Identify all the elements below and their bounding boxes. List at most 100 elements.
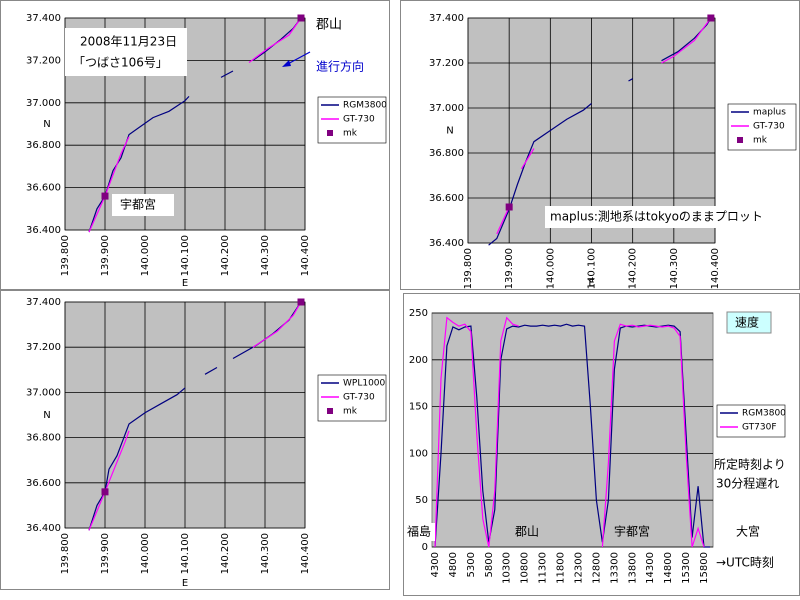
x-tick-label: 140.200 bbox=[220, 533, 231, 574]
y-tick-label: 37.000 bbox=[429, 103, 464, 114]
y-tick-label: 37.200 bbox=[26, 55, 61, 66]
y-tick-label: 200 bbox=[409, 355, 428, 366]
y-tick-label: 36.800 bbox=[26, 433, 61, 444]
x-tick-label: 4800 bbox=[448, 552, 459, 577]
legend-marker bbox=[737, 137, 743, 143]
x-tick-label: 140.400 bbox=[710, 248, 721, 289]
x-tick-label: 140.300 bbox=[669, 248, 680, 289]
y-tick-label: 150 bbox=[409, 402, 428, 413]
legend-label: mk bbox=[753, 136, 768, 146]
arrow-head bbox=[282, 60, 291, 67]
marker bbox=[297, 298, 305, 306]
y-tick-label: 36.400 bbox=[26, 523, 61, 534]
y-tick-label: 37.400 bbox=[429, 13, 464, 24]
annotation: 郡山 bbox=[515, 525, 539, 539]
x-tick-label: 140.300 bbox=[260, 235, 271, 276]
annotation: 所定時刻より bbox=[714, 457, 786, 472]
annotation: 郡山 bbox=[316, 18, 342, 33]
y-tick-label: 36.400 bbox=[26, 225, 61, 236]
note-box bbox=[545, 206, 767, 228]
x-axis-label: E bbox=[182, 578, 188, 589]
series-line bbox=[88, 301, 302, 531]
plot-area bbox=[431, 312, 714, 548]
legend-label: GT-730 bbox=[753, 122, 785, 132]
x-tick-label: 140.000 bbox=[140, 533, 151, 574]
x-tick-label: 140.400 bbox=[300, 235, 311, 276]
x-tick-label: 140.000 bbox=[140, 235, 151, 276]
y-tick-label: 0 bbox=[422, 542, 428, 553]
x-tick-label: 15300 bbox=[681, 552, 692, 584]
x-tick-label: 140.400 bbox=[300, 533, 311, 574]
x-tick-label: 139.900 bbox=[100, 235, 111, 276]
x-tick-label: 5800 bbox=[484, 552, 495, 577]
x-tick-label: 12800 bbox=[591, 552, 602, 584]
y-tick-label: 250 bbox=[409, 308, 428, 319]
x-tick-label: 4300 bbox=[430, 552, 441, 577]
y-tick-label: 50 bbox=[415, 495, 428, 506]
y-tick-label: 100 bbox=[409, 448, 428, 459]
y-tick-label: 36.800 bbox=[26, 140, 61, 151]
x-tick-label: 140.000 bbox=[545, 248, 556, 289]
legend-label: mk bbox=[343, 407, 358, 417]
marker bbox=[101, 192, 109, 200]
x-tick-label: 12300 bbox=[573, 552, 584, 584]
x-tick-label: 139.800 bbox=[463, 248, 474, 289]
x-axis-label: E bbox=[182, 278, 188, 289]
legend-box bbox=[716, 404, 786, 438]
annotation: →UTC時刻 bbox=[716, 556, 774, 570]
annotation: 進行方向 bbox=[316, 59, 364, 74]
y-tick-label: 37.400 bbox=[26, 297, 61, 308]
x-tick-label: 140.200 bbox=[220, 235, 231, 276]
annotation: 宇都宮 bbox=[120, 197, 156, 212]
y-tick-label: 37.200 bbox=[26, 342, 61, 353]
marker bbox=[505, 203, 513, 211]
x-tick-label: 10300 bbox=[502, 552, 513, 584]
marker bbox=[297, 14, 305, 22]
legend-marker bbox=[327, 408, 333, 414]
annotations: 2008年11月23日 「つばさ106号」 郡山 進行方向 宇都宮 maplus… bbox=[65, 18, 786, 570]
annotation: 福島 bbox=[407, 524, 431, 539]
y-tick-label: 36.600 bbox=[26, 478, 61, 489]
x-tick-label: 139.900 bbox=[504, 248, 515, 289]
marker bbox=[101, 488, 109, 496]
note-box bbox=[726, 311, 772, 334]
legend-label: WPL1000 bbox=[343, 379, 386, 389]
note-box bbox=[112, 194, 174, 216]
annotation: 「つばさ106号」 bbox=[73, 56, 168, 70]
x-tick-label: 139.800 bbox=[60, 235, 71, 276]
x-tick-label: 139.800 bbox=[60, 533, 71, 574]
note-box bbox=[65, 28, 187, 76]
x-tick-label: 14800 bbox=[663, 552, 674, 584]
legend-label: GT-730 bbox=[343, 115, 375, 125]
x-axis-label: E bbox=[588, 278, 594, 289]
legend-label: mk bbox=[343, 129, 358, 139]
y-tick-label: 36.800 bbox=[429, 148, 464, 159]
y-tick-label: 37.000 bbox=[26, 387, 61, 398]
x-tick-label: 140.300 bbox=[260, 533, 271, 574]
legend-label: RGM3800 bbox=[343, 101, 387, 111]
x-tick-label: 11300 bbox=[538, 552, 549, 584]
series-line bbox=[88, 17, 302, 233]
legend-label: RGM3800 bbox=[742, 409, 786, 419]
note-box bbox=[405, 523, 435, 541]
y-tick-label: 37.200 bbox=[429, 58, 464, 69]
y-axis-label: N bbox=[446, 126, 453, 137]
x-tick-label: 10800 bbox=[520, 552, 531, 584]
y-tick-label: 37.400 bbox=[26, 13, 61, 24]
x-tick-label: 140.200 bbox=[628, 248, 639, 289]
x-tick-label: 13300 bbox=[609, 552, 620, 584]
x-tick-label: 13800 bbox=[627, 552, 638, 584]
annotation: 2008年11月23日 bbox=[80, 35, 177, 49]
annotation: 宇都宮 bbox=[614, 524, 650, 539]
x-tick-label: 15800 bbox=[699, 552, 710, 584]
legend-label: GT730F bbox=[742, 423, 777, 433]
x-tick-label: 5300 bbox=[466, 552, 477, 577]
y-axis-label: N bbox=[43, 410, 50, 421]
series-line bbox=[434, 323, 710, 548]
series-line bbox=[434, 316, 705, 548]
annotation: maplus:測地系はtokyoのままプロット bbox=[550, 210, 763, 224]
annotation: 大宮 bbox=[736, 524, 760, 539]
x-tick-label: 139.900 bbox=[100, 533, 111, 574]
x-tick-label: 14300 bbox=[645, 552, 656, 584]
y-tick-label: 36.600 bbox=[26, 183, 61, 194]
